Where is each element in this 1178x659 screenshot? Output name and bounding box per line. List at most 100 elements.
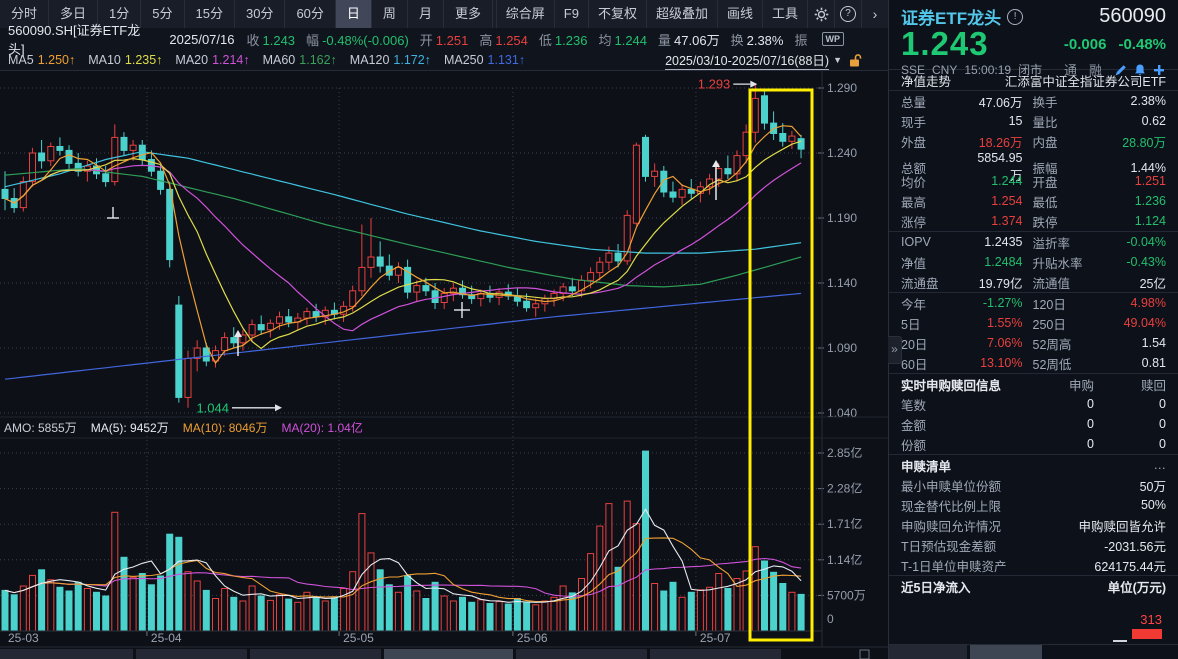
gear-icon[interactable] <box>807 0 834 28</box>
help-icon[interactable]: ? <box>834 0 861 28</box>
stat-row: 现手 15 量比 0.62 <box>889 111 1178 131</box>
pencil-icon[interactable] <box>1114 63 1128 77</box>
bottom-tab[interactable] <box>384 649 513 659</box>
bottom-tab[interactable] <box>136 649 247 659</box>
volume-bar <box>431 581 439 632</box>
price-grid: 1.290 1.240 1.190 1.140 1.090 1.040 2.85亿 2.28亿… <box>0 81 866 626</box>
fund-nav-label[interactable]: 净值走势 <box>901 74 952 89</box>
stat-row: 均价 1.244 开盘 1.251 <box>889 171 1178 191</box>
stat-cell: 250日 <box>1032 317 1066 332</box>
stats-section: 总量 47.06万 换手 2.38% 现手 15 量比 0.62 外盘 18.26万 内盘 28.80… <box>889 91 1178 231</box>
panel-expand-icon[interactable]: » <box>888 336 902 364</box>
stat-cell: 0.62 <box>1141 114 1166 128</box>
candle <box>678 188 686 198</box>
volume-bar <box>276 594 283 632</box>
volume-bar <box>74 581 82 632</box>
pcf-list-header[interactable]: 申赎清单 … <box>889 454 1178 475</box>
bottom-tab[interactable] <box>516 649 647 659</box>
tab-60分[interactable]: 60分 <box>285 0 336 28</box>
stat-cell: 换手 <box>1032 95 1058 110</box>
stat-cell: 外盘 <box>901 135 927 150</box>
date-range-selector[interactable]: 2025/03/10-2025/07/16(88日) <box>665 50 830 70</box>
tab-15分[interactable]: 15分 <box>185 0 235 28</box>
price-axis-label: 1.140 <box>827 276 857 290</box>
amo-item: AMO: 5855万 <box>4 421 77 435</box>
candle <box>56 146 64 151</box>
stat-cell: 1.254 <box>991 194 1023 208</box>
candle <box>166 188 174 261</box>
volume-axis-label: 5700万 <box>827 588 866 602</box>
candle <box>29 152 36 183</box>
volume-bar <box>56 586 64 632</box>
tab-更多[interactable]: 更多 <box>444 0 493 28</box>
wp-badge[interactable]: WP <box>821 32 844 46</box>
plus-icon[interactable] <box>1152 63 1166 77</box>
tool-画线[interactable]: 画线 <box>716 0 762 28</box>
stat-cell: 1.54 <box>1141 336 1166 350</box>
candle <box>312 311 320 318</box>
chevron-down-icon[interactable]: ▼ <box>833 55 842 65</box>
chart-section: 分时 多日 1分 5分 15分 30分 60分日周月更多 综合屏 F9 不复权 超级叠加 画线 工具?… <box>0 0 888 659</box>
fund-nav-row[interactable]: 净值走势 汇添富中证全指证券公司ETF <box>889 70 1178 90</box>
net-inflow-value: 313 <box>1140 612 1162 627</box>
volume-bar <box>193 580 201 632</box>
chevron-right-icon[interactable]: › <box>861 0 888 28</box>
candle <box>221 337 229 352</box>
candle <box>1 188 9 200</box>
volume-bar <box>605 503 613 632</box>
amount-indicator-row: AMO: 5855万 MA(5): 9452万 MA(10): 8046万 MA(20… <box>4 419 363 436</box>
tab-30分[interactable]: 30分 <box>235 0 286 28</box>
candle <box>523 300 531 309</box>
bottom-tab[interactable] <box>250 649 381 659</box>
tool-工具[interactable]: 工具 <box>761 0 807 28</box>
bottom-tab[interactable] <box>0 649 133 659</box>
tab-周[interactable]: 周 <box>372 0 408 28</box>
ma-MA20: MA20 1.214↑ <box>175 53 250 67</box>
market-status: 闭市 <box>1018 63 1043 77</box>
tab-分时[interactable]: 分时 <box>0 0 50 28</box>
panel-tab[interactable] <box>889 645 967 659</box>
more-ellipsis-icon[interactable]: … <box>1153 458 1167 472</box>
subscribe-label: 份额 <box>901 438 927 453</box>
volume-bar <box>541 600 549 632</box>
tool-F9[interactable]: F9 <box>553 0 588 28</box>
panel-tab[interactable] <box>970 645 1042 659</box>
volume-bar <box>404 575 412 632</box>
tab-1分[interactable]: 1分 <box>98 0 142 28</box>
volume-bar <box>330 597 338 632</box>
volume-bar <box>651 583 659 632</box>
stat-cell: 升贴水率 <box>1032 256 1083 271</box>
pcf-details: 最小申赎单位份额 50万 现金替代比例上限 50% 申购赎回允许情况 申购赎回皆允许 T日预… <box>889 475 1178 575</box>
volume-bar <box>47 579 55 632</box>
stat-cell: 52周低 <box>1032 357 1072 372</box>
tab-月[interactable]: 月 <box>408 0 444 28</box>
ma-MA60: MA60 1.162↑ <box>262 53 337 67</box>
bell-icon[interactable] <box>1133 63 1147 77</box>
stat-cell: 开盘 <box>1032 175 1058 190</box>
volume-bar <box>779 583 787 632</box>
tab-多日[interactable]: 多日 <box>49 0 99 28</box>
volume-bar <box>349 571 357 632</box>
stat-cell: 流通盘 <box>901 276 939 291</box>
stat-cell: 1.374 <box>991 214 1023 228</box>
subscribe-col-label: 申购 <box>1068 378 1094 393</box>
tool-综合屏[interactable]: 综合屏 <box>495 0 554 28</box>
tab-5分[interactable]: 5分 <box>141 0 185 28</box>
kline-chart-area[interactable]: 1.290 1.240 1.190 1.140 1.090 1.040 2.85亿 2.28亿… <box>0 70 888 659</box>
tool-不复权[interactable]: 不复权 <box>587 0 646 28</box>
period-toolbar: 分时 多日 1分 5分 15分 30分 60分日周月更多 综合屏 F9 不复权 超级叠加 画线 工具?… <box>0 0 888 28</box>
volume-bar <box>614 566 622 632</box>
bottom-tab[interactable] <box>650 649 781 659</box>
tool-超级叠加[interactable]: 超级叠加 <box>645 0 717 28</box>
candle <box>605 252 613 263</box>
candle <box>266 322 274 331</box>
unlock-icon[interactable] <box>848 53 862 68</box>
price-ma20-line <box>4 162 802 332</box>
detail-value: -2031.56元 <box>1104 539 1166 554</box>
candle <box>651 170 659 177</box>
candlestick-chart[interactable]: 1.290 1.240 1.190 1.140 1.090 1.040 2.85亿 2.28亿… <box>0 70 888 659</box>
tab-日[interactable]: 日 <box>335 0 372 28</box>
info-icon[interactable]: ! <box>1007 8 1024 25</box>
stat-row: 外盘 18.26万 内盘 28.80万 <box>889 131 1178 151</box>
